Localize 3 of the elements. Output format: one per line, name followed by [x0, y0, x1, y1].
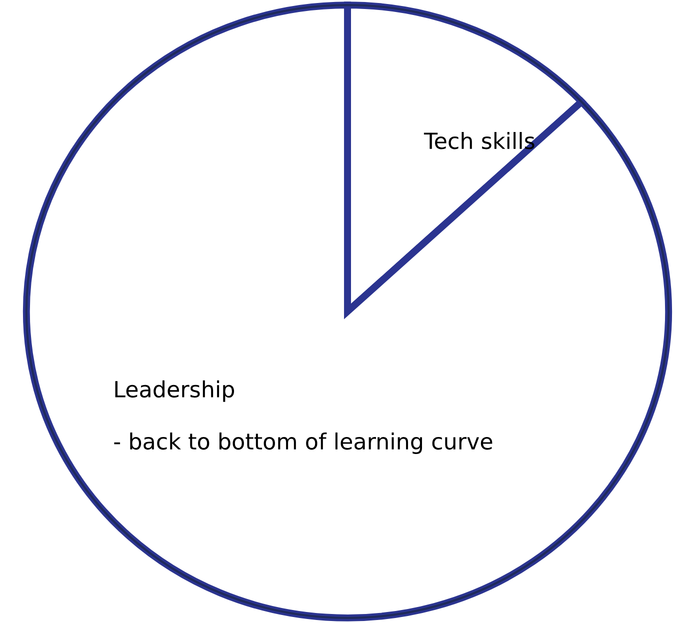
slice-label: Tech skills: [424, 132, 534, 150]
text: - back to bottom of learning curve: [114, 432, 492, 454]
slice-label: Leadership: [115, 380, 234, 402]
